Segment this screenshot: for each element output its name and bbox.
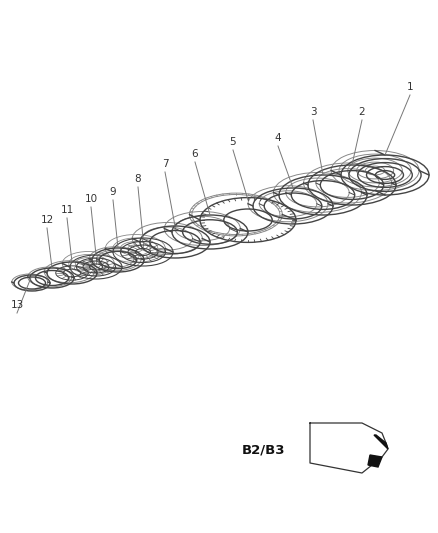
Text: 11: 11 [60,205,74,215]
Text: 1: 1 [407,82,413,92]
Text: 10: 10 [85,194,98,204]
Text: 9: 9 [110,187,117,197]
Text: 3: 3 [310,107,316,117]
Text: 5: 5 [230,137,237,147]
Text: 2: 2 [359,107,365,117]
Text: 12: 12 [40,215,53,225]
Text: B2/B3: B2/B3 [241,443,285,456]
Text: 4: 4 [275,133,281,143]
Text: 6: 6 [192,149,198,159]
Text: 7: 7 [162,159,168,169]
Polygon shape [374,435,388,449]
Text: 8: 8 [135,174,141,184]
Text: 13: 13 [11,300,24,310]
Polygon shape [368,455,382,467]
